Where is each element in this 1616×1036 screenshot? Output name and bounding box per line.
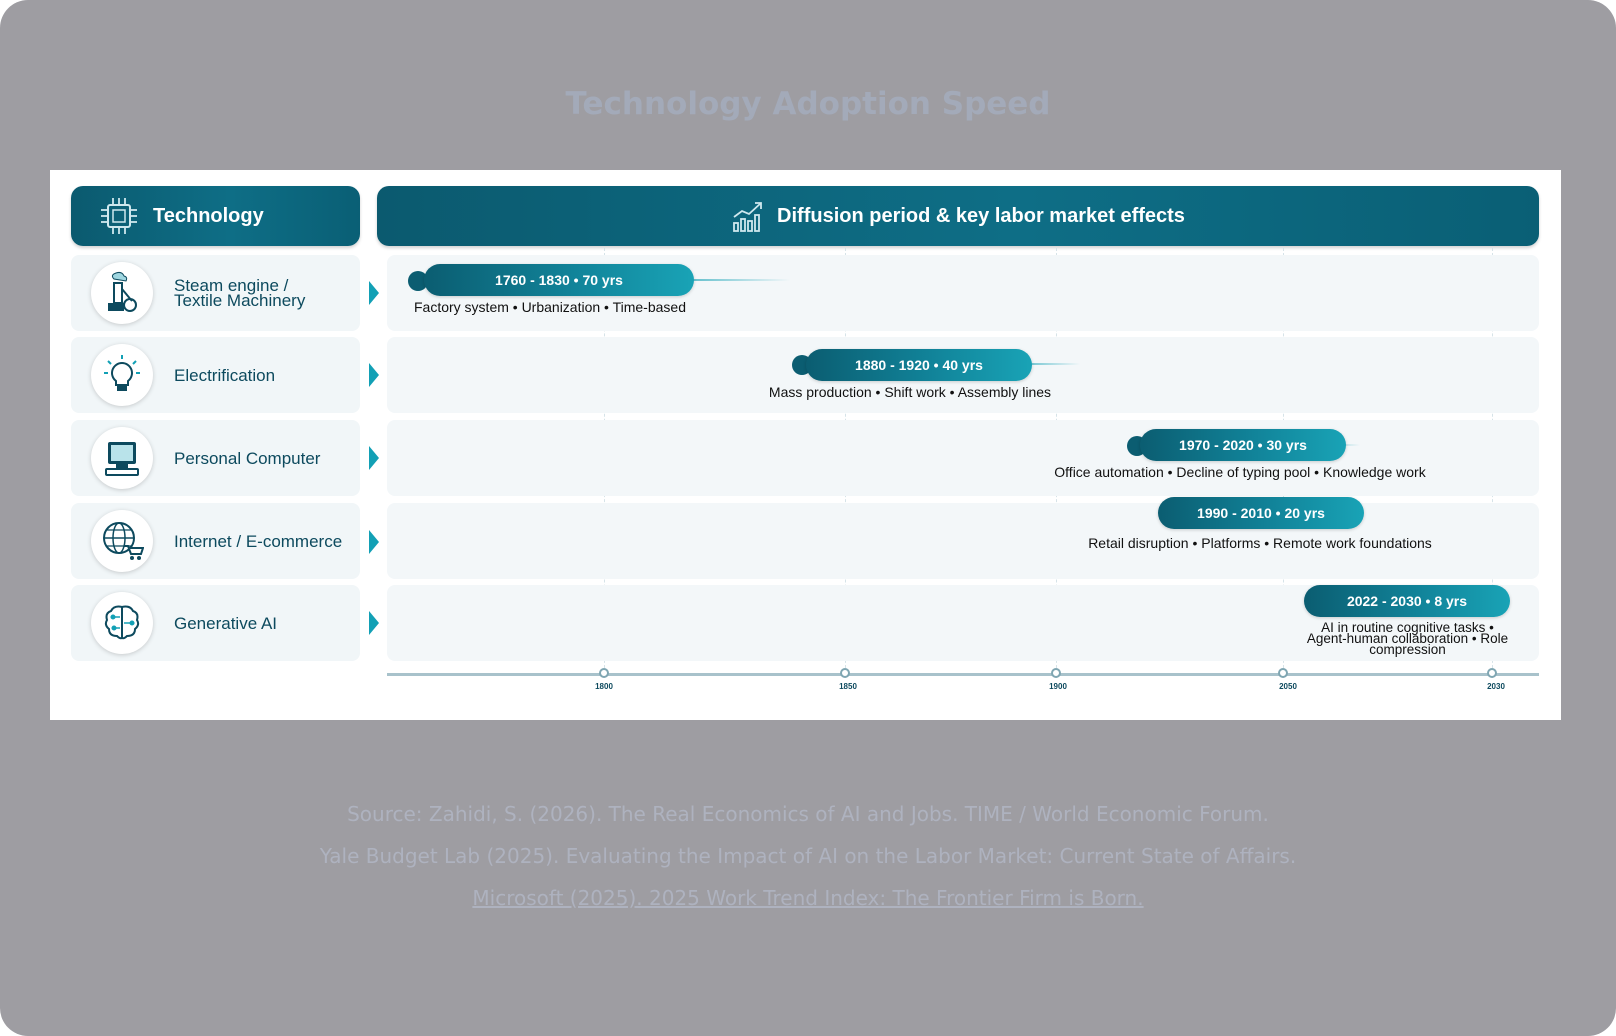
technology-name: Steam engine / Textile Machinery <box>174 255 354 331</box>
diffusion-header: Diffusion period & key labor market effe… <box>377 186 1539 246</box>
source-citation: Yale Budget Lab (2025). Evaluating the I… <box>319 844 1297 868</box>
axis-tick-label: 2030 <box>1487 682 1505 691</box>
timeline-lane <box>387 420 1539 496</box>
technology-row-pc: Personal Computer <box>71 420 360 496</box>
axis-tick <box>840 668 850 678</box>
technology-name-line: Steam engine / <box>174 276 289 295</box>
row-arrow-icon <box>369 446 379 470</box>
effects-text: Factory system • Urbanization • Time-bas… <box>413 299 686 315</box>
page-title: Technology Adoption Speed <box>565 86 1051 122</box>
technology-name: Personal Computer <box>174 448 321 468</box>
effects-text: Mass production • Shift work • Assembly … <box>768 384 1052 400</box>
axis-tick-label: 1900 <box>1049 682 1067 691</box>
period-bar: 1760 - 1830 • 70 yrs <box>424 264 694 296</box>
effects-text: Office automation • Decline of typing po… <box>1054 464 1426 480</box>
technology-name-line: Textile Machinery <box>174 291 306 310</box>
globe-cart-icon <box>103 522 144 560</box>
axis-tick <box>1278 668 1288 678</box>
period-tail <box>670 279 790 281</box>
brain-circuit-icon <box>104 605 140 640</box>
row-arrow-icon <box>369 281 379 305</box>
effects-text: AI in routine cognitive tasks • Agent-hu… <box>1300 620 1515 657</box>
axis-tick-label: 1800 <box>595 682 613 691</box>
period-bar: 2022 - 2030 • 8 yrs <box>1304 585 1510 617</box>
steam-engine-icon <box>108 271 137 312</box>
icon-circle <box>91 262 153 324</box>
technology-name: Generative AI <box>174 613 278 633</box>
axis-tick <box>599 668 609 678</box>
technology-name: Electrification <box>174 365 276 385</box>
technology-header-label: Technology <box>153 204 264 227</box>
axis-tick-label: 2050 <box>1279 682 1297 691</box>
source-citation: Source: Zahidi, S. (2026). The Real Econ… <box>347 802 1269 826</box>
chip-icon <box>101 198 137 234</box>
icon-circle <box>91 592 153 654</box>
period-bar: 1990 - 2010 • 20 yrs <box>1158 497 1364 529</box>
technology-row-electrification: Electrification <box>71 337 360 413</box>
row-arrow-icon <box>369 530 379 554</box>
source-link[interactable]: Microsoft (2025). 2025 Work Trend Index:… <box>472 886 1144 910</box>
growth-chart-icon <box>733 202 762 232</box>
technology-row-steam: Steam engine / Textile Machinery <box>71 255 360 331</box>
axis-tick <box>1051 668 1061 678</box>
effects-line: Agent-human collaboration • Role <box>1306 631 1509 646</box>
effects-text: Retail disruption • Platforms • Remote w… <box>1088 535 1432 551</box>
diagram-card: Technology Diffusion period & key labor … <box>50 170 1561 720</box>
technology-name: Internet / E-commerce <box>174 531 343 551</box>
lightbulb-icon <box>104 355 140 391</box>
axis-tick-label: 1850 <box>839 682 857 691</box>
technology-header: Technology <box>71 186 360 246</box>
row-arrow-icon <box>369 611 379 635</box>
icon-circle <box>91 510 153 572</box>
row-arrow-icon <box>369 363 379 387</box>
technology-row-genai: Generative AI <box>71 585 360 661</box>
icon-circle <box>91 344 153 406</box>
period-bar: 1970 - 2020 • 30 yrs <box>1140 429 1346 461</box>
period-tail <box>1010 363 1080 365</box>
diffusion-header-label: Diffusion period & key labor market effe… <box>777 204 1185 227</box>
computer-icon <box>105 442 139 476</box>
effects-line: compression <box>1369 642 1446 657</box>
icon-circle <box>91 427 153 489</box>
period-bar: 1880 - 1920 • 40 yrs <box>806 349 1032 381</box>
period-start-dot <box>408 271 428 291</box>
effects-line: AI in routine cognitive tasks • <box>1321 620 1494 635</box>
timeline-axis <box>387 673 1539 676</box>
technology-row-internet: Internet / E-commerce <box>71 503 360 579</box>
axis-tick <box>1487 668 1497 678</box>
